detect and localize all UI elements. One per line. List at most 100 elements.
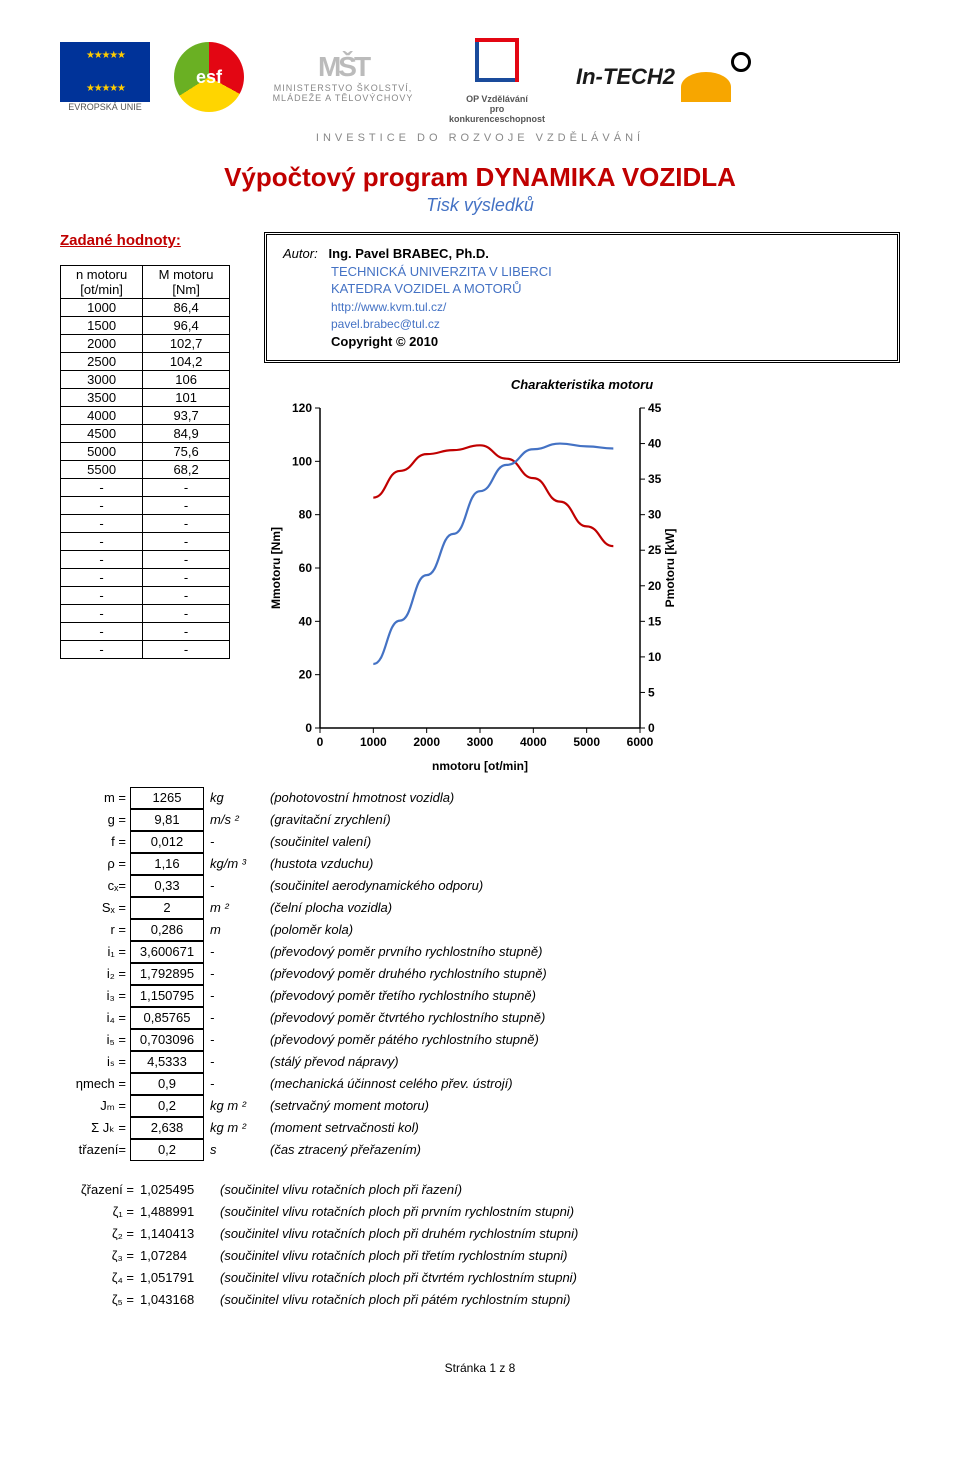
motor-th-m: M motoru [Nm]: [143, 266, 230, 299]
table-cell: -: [143, 605, 230, 623]
tagline: INVESTICE DO ROZVOJE VZDĚLÁVÁNÍ: [60, 132, 900, 144]
param-row: f =0,012-(součinitel valení): [60, 831, 900, 853]
zeta-symbol: ζ₂ =: [60, 1223, 140, 1245]
param-symbol: iₛ =: [60, 1052, 130, 1072]
param-symbol: f =: [60, 832, 130, 852]
param-symbol: m =: [60, 788, 130, 808]
table-row: --: [61, 587, 230, 605]
param-row: r =0,286m(poloměr kola): [60, 919, 900, 941]
params-block: m =1265kg(pohotovostní hmotnost vozidla)…: [60, 787, 900, 1161]
svg-text:5: 5: [648, 686, 655, 700]
param-unit: s: [210, 1140, 270, 1160]
table-row: 150096,4: [61, 317, 230, 335]
table-cell: 96,4: [143, 317, 230, 335]
table-cell: 5500: [61, 461, 143, 479]
param-symbol: Sₓ =: [60, 898, 130, 918]
param-value: 1,16: [130, 853, 204, 875]
svg-text:20: 20: [299, 668, 313, 682]
table-cell: -: [61, 623, 143, 641]
table-cell: 86,4: [143, 299, 230, 317]
param-row: ρ =1,16kg/m ³(hustota vzduchu): [60, 853, 900, 875]
author-copyright: Copyright © 2010: [331, 334, 438, 349]
table-row: 550068,2: [61, 461, 230, 479]
svg-text:20: 20: [648, 579, 662, 593]
table-cell: 102,7: [143, 335, 230, 353]
svg-text:nmotoru [ot/min]: nmotoru [ot/min]: [432, 759, 528, 773]
param-value: 0,2: [130, 1095, 204, 1117]
svg-text:35: 35: [648, 472, 662, 486]
svg-text:2000: 2000: [413, 735, 440, 749]
zeta-symbol: ζřazení =: [60, 1179, 140, 1201]
zeta-symbol: ζ₅ =: [60, 1289, 140, 1311]
table-cell: -: [61, 569, 143, 587]
msmt-logo: MŠT MINISTERSTVO ŠKOLSTVÍ, MLÁDEŽE A TĚL…: [268, 51, 418, 103]
esf-swirl-icon: esf: [174, 42, 244, 112]
intech-text: In-TECH2: [576, 64, 675, 90]
zeta-symbol: ζ₄ =: [60, 1267, 140, 1289]
table-row: --: [61, 641, 230, 659]
author-inst2: KATEDRA VOZIDEL A MOTORŮ: [331, 281, 521, 296]
zadane-heading: Zadané hodnoty:: [60, 232, 230, 249]
param-value: 3,600671: [130, 941, 204, 963]
table-cell: -: [61, 641, 143, 659]
table-row: --: [61, 479, 230, 497]
eu-logo: EVROPSKÁ UNIE: [60, 42, 150, 112]
table-cell: 3000: [61, 371, 143, 389]
table-cell: 104,2: [143, 353, 230, 371]
param-unit: -: [210, 1074, 270, 1094]
svg-text:5000: 5000: [573, 735, 600, 749]
param-value: 2: [130, 897, 204, 919]
param-row: i₂ =1,792895-(převodový poměr druhého ry…: [60, 963, 900, 985]
svg-text:1000: 1000: [360, 735, 387, 749]
op-square-icon: [467, 30, 527, 90]
table-cell: -: [61, 551, 143, 569]
zeta-block: ζřazení =1,025495(součinitel vlivu rotač…: [60, 1179, 900, 1311]
param-value: 0,012: [130, 831, 204, 853]
param-unit: -: [210, 964, 270, 984]
param-value: 1265: [130, 787, 204, 809]
param-unit: -: [210, 876, 270, 896]
param-symbol: i₂ =: [60, 964, 130, 984]
param-unit: kg/m ³: [210, 854, 270, 874]
author-box: Autor: Ing. Pavel BRABEC, Ph.D. TECHNICK…: [264, 232, 900, 363]
param-row: třazení=0,2s(čas ztracený přeřazením): [60, 1139, 900, 1161]
page-subtitle: Tisk výsledků: [60, 195, 900, 216]
svg-text:100: 100: [292, 455, 312, 469]
param-unit: m: [210, 920, 270, 940]
motor-th-n: n motoru [ot/min]: [61, 266, 143, 299]
table-cell: 2000: [61, 335, 143, 353]
param-symbol: i₁ =: [60, 942, 130, 962]
author-email: pavel.brabec@tul.cz: [331, 317, 440, 331]
param-symbol: cₓ=: [60, 876, 130, 896]
param-value: 9,81: [130, 809, 204, 831]
param-symbol: třazení=: [60, 1140, 130, 1160]
zeta-row: ζ₅ =1,043168(součinitel vlivu rotačních …: [60, 1289, 900, 1311]
zeta-desc: (součinitel vlivu rotačních ploch při řa…: [220, 1179, 900, 1201]
param-unit: m ²: [210, 898, 270, 918]
param-desc: (součinitel valení): [270, 832, 900, 852]
author-url: http://www.kvm.tul.cz/: [331, 300, 446, 314]
zeta-row: ζ₁ =1,488991(součinitel vlivu rotačních …: [60, 1201, 900, 1223]
table-cell: 4000: [61, 407, 143, 425]
table-cell: 68,2: [143, 461, 230, 479]
op-line1: OP Vzdělávání: [466, 94, 528, 104]
table-row: --: [61, 623, 230, 641]
param-desc: (pohotovostní hmotnost vozidla): [270, 788, 900, 808]
table-row: 450084,9: [61, 425, 230, 443]
table-row: 2000102,7: [61, 335, 230, 353]
engine-chart: 0100020003000400050006000020406080100120…: [264, 398, 684, 778]
zeta-value: 1,140413: [140, 1223, 220, 1245]
param-unit: kg m ²: [210, 1096, 270, 1116]
table-row: 500075,6: [61, 443, 230, 461]
param-symbol: r =: [60, 920, 130, 940]
svg-text:60: 60: [299, 561, 313, 575]
param-unit: -: [210, 832, 270, 852]
svg-text:Mmotoru [Nm]: Mmotoru [Nm]: [269, 527, 283, 609]
zeta-desc: (součinitel vlivu rotačních ploch při tř…: [220, 1245, 900, 1267]
zeta-desc: (součinitel vlivu rotačních ploch při pr…: [220, 1201, 900, 1223]
table-row: --: [61, 569, 230, 587]
op-line2: pro konkurenceschopnost: [449, 104, 545, 124]
svg-text:40: 40: [648, 437, 662, 451]
param-symbol: ρ =: [60, 854, 130, 874]
table-cell: -: [61, 497, 143, 515]
